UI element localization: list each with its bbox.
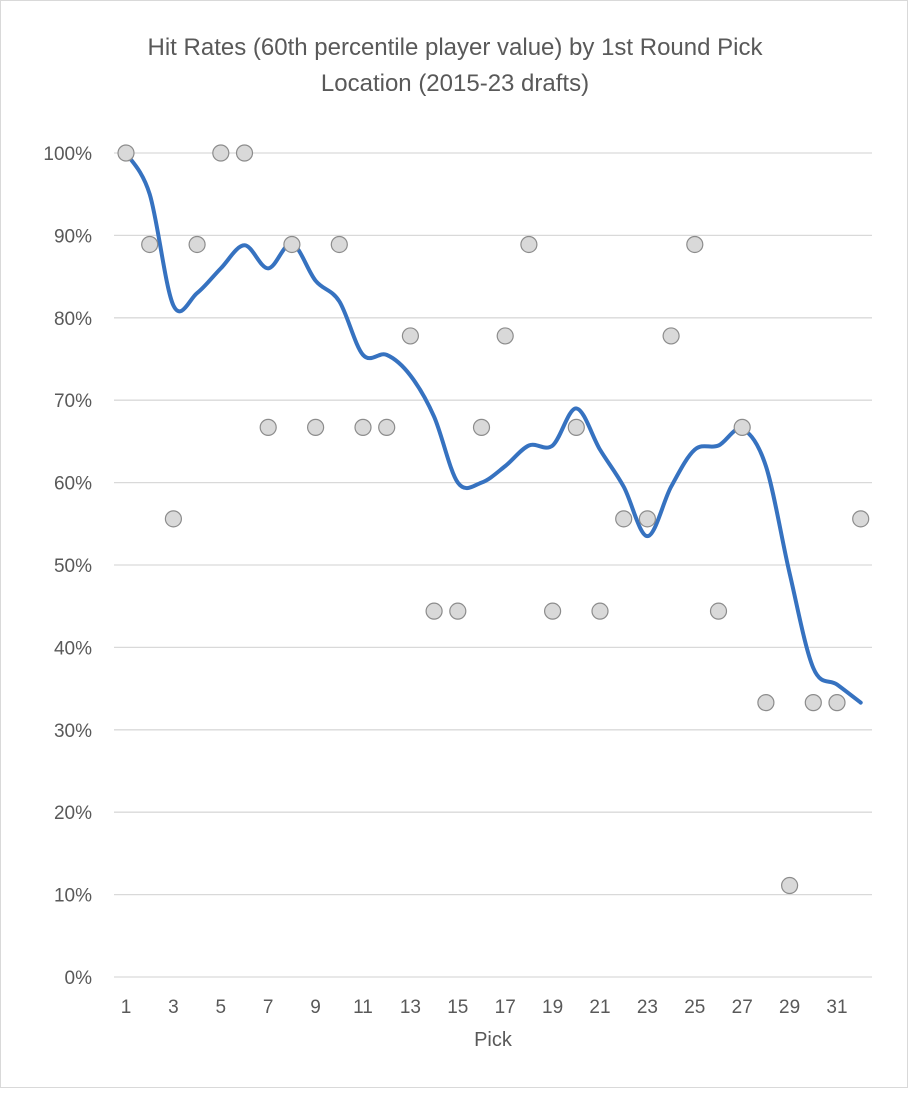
data-point-pick-21 xyxy=(591,602,609,620)
data-point-pick-26 xyxy=(709,602,728,620)
data-point-pick-11 xyxy=(354,418,372,436)
y-tick-label: 100% xyxy=(43,144,92,165)
data-point-pick-1 xyxy=(117,144,135,162)
x-tick-label: 5 xyxy=(216,997,227,1018)
x-tick-label: 27 xyxy=(732,997,753,1018)
data-point-pick-8 xyxy=(283,235,301,254)
data-point-pick-23 xyxy=(638,510,657,528)
x-tick-label: 15 xyxy=(447,997,468,1018)
x-tick-label: 23 xyxy=(637,997,658,1018)
data-point-pick-4 xyxy=(188,235,206,254)
data-point-pick-19 xyxy=(543,602,562,620)
data-point-pick-22 xyxy=(615,510,633,528)
data-point-pick-17 xyxy=(496,327,514,345)
data-point-pick-29 xyxy=(780,876,799,895)
x-axis-label: Pick xyxy=(474,1029,513,1051)
x-tick-label: 7 xyxy=(263,997,274,1018)
x-tick-label: 11 xyxy=(353,997,373,1018)
data-point-pick-9 xyxy=(307,418,325,436)
y-tick-label: 90% xyxy=(54,226,92,247)
y-tick-label: 30% xyxy=(54,721,92,742)
chart-title-line-1: Hit Rates (60th percentile player value)… xyxy=(148,34,764,61)
data-point-pick-30 xyxy=(804,694,822,712)
x-tick-label: 13 xyxy=(400,997,421,1018)
y-tick-label: 80% xyxy=(54,309,92,330)
data-point-pick-13 xyxy=(401,327,419,345)
x-tick-label: 1 xyxy=(121,997,132,1018)
y-tick-label: 70% xyxy=(54,391,92,412)
y-tick-label: 10% xyxy=(54,886,92,907)
data-point-pick-27 xyxy=(733,418,751,436)
y-tick-label: 60% xyxy=(54,474,92,495)
y-tick-label: 50% xyxy=(54,556,92,577)
data-point-pick-32 xyxy=(852,510,870,528)
data-point-pick-5 xyxy=(212,144,230,162)
x-tick-label: 9 xyxy=(310,997,321,1018)
data-point-pick-31 xyxy=(828,694,846,712)
data-point-pick-20 xyxy=(567,418,585,436)
data-point-pick-12 xyxy=(378,418,396,436)
data-point-pick-18 xyxy=(520,235,538,254)
data-point-pick-10 xyxy=(330,235,348,254)
x-tick-label: 31 xyxy=(826,997,847,1018)
data-point-pick-24 xyxy=(662,327,680,345)
data-point-pick-14 xyxy=(425,602,443,620)
data-point-pick-6 xyxy=(235,144,254,162)
y-tick-label: 20% xyxy=(54,803,92,824)
data-point-pick-7 xyxy=(259,418,277,436)
data-point-pick-2 xyxy=(141,235,159,254)
x-tick-label: 29 xyxy=(779,997,800,1018)
data-point-pick-15 xyxy=(449,602,467,620)
data-point-pick-16 xyxy=(472,418,491,436)
data-point-pick-3 xyxy=(164,510,182,528)
y-tick-label: 40% xyxy=(54,638,92,659)
x-tick-label: 19 xyxy=(542,997,563,1018)
data-point-pick-28 xyxy=(757,694,775,712)
data-point-pick-25 xyxy=(686,235,704,254)
x-tick-label: 21 xyxy=(589,997,610,1018)
y-tick-label: 0% xyxy=(65,968,93,989)
x-tick-label: 17 xyxy=(495,997,516,1018)
chart-title-line-2: Location (2015-23 drafts) xyxy=(321,70,589,97)
x-tick-label: 3 xyxy=(168,997,179,1018)
x-tick-label: 25 xyxy=(684,997,705,1018)
